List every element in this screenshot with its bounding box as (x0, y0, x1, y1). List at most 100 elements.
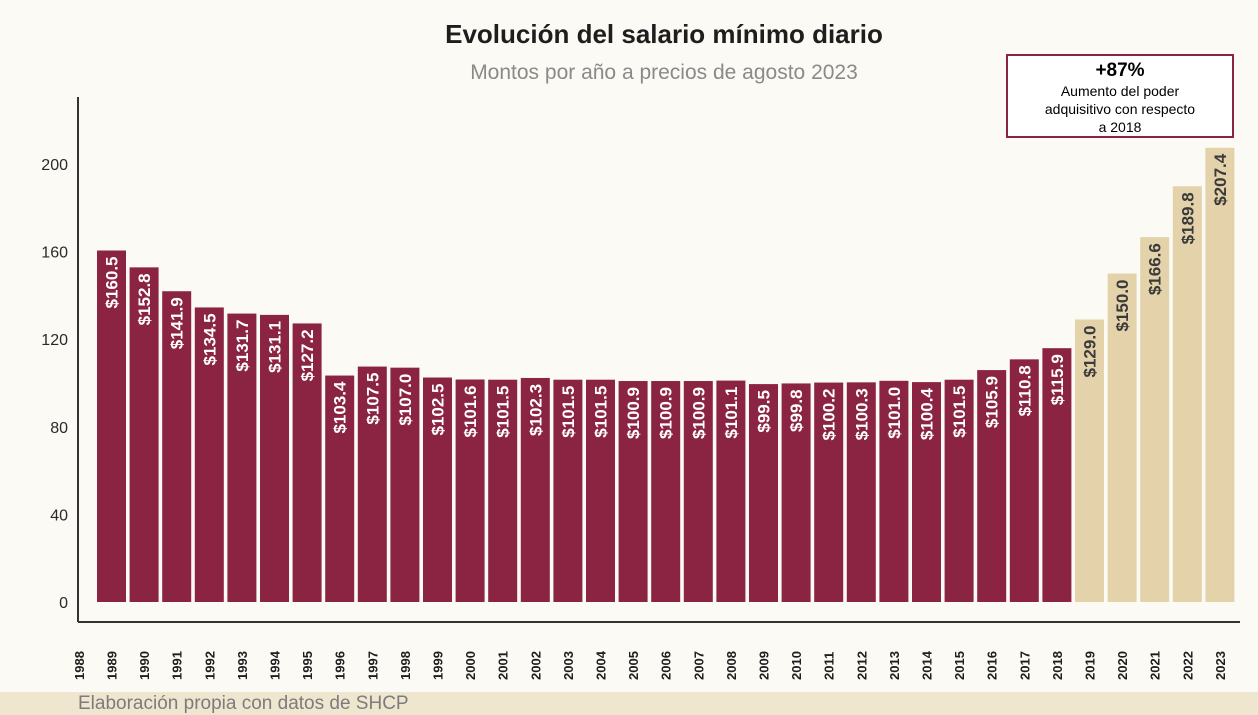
bar (1172, 186, 1202, 602)
bar-value-label: $101.1 (722, 387, 741, 439)
bar-value-label: $152.8 (135, 273, 154, 325)
bar-value-label: $102.5 (429, 384, 448, 436)
bar (1140, 237, 1170, 602)
x-tick-label: 2009 (757, 651, 772, 680)
x-tick-label: 2004 (594, 650, 609, 680)
bar (292, 323, 322, 602)
bar (683, 381, 713, 602)
bar-value-label: $101.5 (494, 386, 513, 438)
bar (553, 379, 583, 602)
salary-bar-chart: Evolución del salario mínimo diario Mont… (41, 19, 1240, 680)
bar-value-label: $166.6 (1146, 243, 1165, 295)
x-tick-label: 1994 (268, 650, 283, 680)
bar-value-label: $141.9 (168, 297, 187, 349)
bar-value-label: $100.9 (624, 387, 643, 439)
bar (977, 370, 1007, 602)
callout-border (1006, 54, 1234, 138)
x-tick-label: 1996 (333, 651, 348, 680)
bar (846, 382, 876, 602)
x-tick-label: 2010 (789, 651, 804, 680)
x-tick-label: 2015 (952, 651, 967, 680)
bar-value-label: $99.8 (787, 389, 806, 432)
y-tick-label: 200 (41, 157, 68, 174)
bar-value-label: $134.5 (200, 313, 219, 365)
bar-value-label: $100.4 (918, 388, 937, 441)
bar (749, 384, 778, 602)
bar-value-label: $105.9 (983, 376, 1002, 428)
y-tick-labels: 0 40 80 120 160 200 (41, 157, 68, 612)
x-tick-label: 1988 (72, 651, 87, 680)
x-tick-label: 1998 (398, 651, 413, 680)
bar (260, 314, 289, 602)
y-tick-label: 120 (41, 332, 68, 349)
x-tick-label: 1997 (365, 651, 380, 680)
x-tick-label: 1992 (202, 651, 217, 680)
y-tick-label: 0 (59, 595, 68, 612)
chart-axes (77, 97, 1240, 623)
bar-value-label: $100.3 (852, 388, 871, 440)
y-tick-label: 40 (50, 507, 68, 524)
bar (520, 377, 550, 602)
x-tick-label: 2018 (1050, 651, 1065, 680)
bar-labels-group: $160.5 $152.8 $141.9 $134.5 $131.7 $131.1 $127… (103, 153, 1230, 440)
bar (944, 379, 974, 602)
footer-band (0, 692, 1258, 715)
chart-subtitle: Montos por año a precios de agosto 2023 (470, 61, 858, 84)
bar (1075, 319, 1104, 602)
bar (162, 291, 192, 602)
bar-value-label: $101.5 (559, 386, 578, 438)
bar (879, 380, 909, 602)
bar (390, 367, 420, 602)
bar (325, 375, 355, 602)
x-tick-label: 2023 (1213, 651, 1228, 680)
x-tick-label: 2005 (626, 651, 641, 680)
bar (814, 382, 844, 602)
bar-value-label: $129.0 (1081, 325, 1100, 377)
bar (1107, 273, 1137, 602)
bar-value-label: $103.4 (331, 381, 350, 434)
bar-value-label: $101.0 (885, 387, 904, 439)
y-tick-label: 80 (50, 420, 68, 437)
bar-value-label: $99.5 (755, 390, 774, 433)
y-tick-label: 160 (41, 245, 68, 262)
x-tick-label: 2013 (887, 651, 902, 680)
x-tick-label: 1990 (137, 651, 152, 680)
bar-value-label: $101.5 (950, 386, 969, 438)
x-tick-label: 1993 (235, 651, 250, 680)
chart-title: Evolución del salario mínimo diario (445, 19, 883, 49)
x-tick-label: 1989 (105, 651, 120, 680)
x-tick-label: 1995 (300, 651, 315, 680)
bars-group (97, 147, 1235, 602)
bar-value-label: $110.8 (1015, 365, 1034, 416)
bar-value-label: $101.6 (461, 385, 480, 437)
callout-line-1: Aumento del poder (1061, 83, 1180, 99)
x-tick-label: 2006 (659, 651, 674, 680)
x-tick-label: 2002 (528, 651, 543, 680)
bar-value-label: $100.2 (820, 389, 839, 441)
bar (912, 382, 941, 602)
x-tick-label: 2014 (920, 650, 935, 680)
bar-value-label: $102.3 (526, 384, 545, 436)
bar (357, 366, 387, 602)
bar (194, 307, 224, 602)
x-tick-label: 2007 (691, 651, 706, 680)
bar-value-label: $115.9 (1048, 354, 1067, 405)
bar-value-label: $100.9 (689, 387, 708, 439)
bar (129, 267, 159, 602)
x-tick-label: 1999 (431, 651, 446, 680)
x-tick-label: 2011 (822, 652, 837, 680)
callout-box: +87% Aumento del poder adquisitivo con r… (1006, 54, 1234, 138)
bar (1042, 348, 1072, 602)
bar-value-label: $107.5 (363, 373, 382, 425)
bar (227, 313, 257, 602)
x-tick-labels: 1988 1989 1990 1991 1992 1993 1994 1995 1996 1997… (72, 650, 1228, 680)
bar-value-label: $160.5 (103, 257, 122, 309)
x-tick-label: 2017 (1017, 651, 1032, 680)
bar-value-label: $189.8 (1178, 192, 1197, 244)
bar (1009, 359, 1039, 602)
bar (488, 379, 518, 602)
bar (1205, 147, 1235, 602)
bar (423, 377, 452, 602)
bar (618, 381, 648, 602)
bar-value-label: $131.7 (233, 320, 252, 372)
